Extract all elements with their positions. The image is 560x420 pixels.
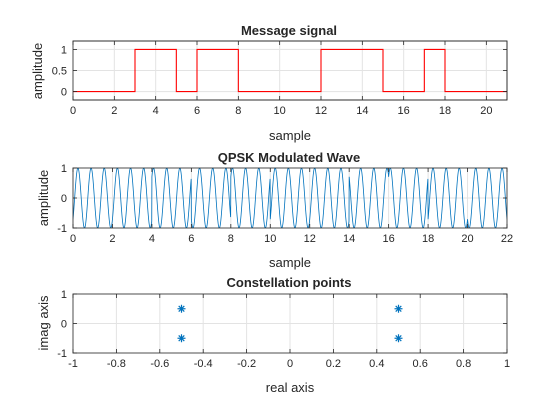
data-layer xyxy=(177,304,403,343)
plot-frame xyxy=(72,293,508,354)
x-tick-label: -1 xyxy=(68,358,78,370)
subplot-message-signal: Message signal 0 2 4 6 8 10 12 14 16 18 20 0 0.5 1 sa… xyxy=(30,23,508,143)
x-axis-label: sample xyxy=(269,255,311,270)
tick-layer: 0 2 4 6 8 10 12 14 16 18 20 22-101 xyxy=(57,163,513,245)
x-tick-label: 0 xyxy=(287,358,293,370)
y-axis-label: imag axis xyxy=(36,295,51,350)
y-tick-label: 0 xyxy=(61,87,67,99)
x-tick-label: 18 xyxy=(439,105,451,117)
x-tick-label: 8 xyxy=(235,105,241,117)
x-tick-label: 10 xyxy=(264,233,276,245)
x-tick-label: 14 xyxy=(343,233,355,245)
x-tick-label: 6 xyxy=(188,233,194,245)
subplot-qpsk-wave: QPSK Modulated Wave 0 2 4 6 8 10 12 14 16 18 20 22-… xyxy=(36,150,513,270)
subplot-title: QPSK Modulated Wave xyxy=(218,150,361,165)
y-tick-label: 1 xyxy=(61,163,67,175)
x-axis-label: sample xyxy=(269,128,311,143)
y-tick-label: 1 xyxy=(61,289,67,301)
x-tick-label: 2 xyxy=(111,105,117,117)
x-tick-label: -0.4 xyxy=(194,358,213,370)
constellation-point xyxy=(394,334,403,343)
x-tick-label: 0.6 xyxy=(413,358,428,370)
y-axis-label: amplitude xyxy=(36,170,51,226)
constellation-point xyxy=(177,304,186,313)
x-tick-label: 20 xyxy=(480,105,492,117)
x-tick-label: 22 xyxy=(501,233,513,245)
constellation-point xyxy=(394,304,403,313)
x-tick-label: 12 xyxy=(304,233,316,245)
plot-frame xyxy=(72,167,508,229)
x-tick-label: 2 xyxy=(109,233,115,245)
y-tick-label: 0 xyxy=(61,193,67,205)
x-tick-label: 16 xyxy=(383,233,395,245)
x-tick-label: 0.2 xyxy=(326,358,341,370)
y-tick-label: 0.5 xyxy=(52,66,67,78)
x-tick-label: 16 xyxy=(398,105,410,117)
x-tick-label: -0.6 xyxy=(150,358,169,370)
tick-layer: 0 2 4 6 8 10 12 14 16 18 20 0 0.5 1 xyxy=(52,41,507,117)
x-tick-label: 8 xyxy=(228,233,234,245)
x-tick-label: 0 xyxy=(70,105,76,117)
x-tick-label: 0.4 xyxy=(369,358,384,370)
plot-frame xyxy=(72,40,508,101)
x-tick-label: 20 xyxy=(461,233,473,245)
y-tick-label: -1 xyxy=(57,348,67,360)
subplot-constellation: Constellation points -1 -0.8 -0.6 -0.4 -0.2 0… xyxy=(36,275,510,395)
x-tick-label: 0 xyxy=(70,233,76,245)
x-tick-label: 10 xyxy=(274,105,286,117)
data-layer xyxy=(73,48,507,93)
x-tick-label: -0.8 xyxy=(107,358,126,370)
x-tick-label: 12 xyxy=(315,105,327,117)
x-tick-label: 6 xyxy=(194,105,200,117)
x-tick-label: 1 xyxy=(504,358,510,370)
constellation-point xyxy=(177,334,186,343)
subplot-title: Constellation points xyxy=(227,275,352,290)
y-tick-label: 0 xyxy=(61,319,67,331)
message-signal-line xyxy=(73,48,507,93)
data-layer xyxy=(73,168,507,228)
x-tick-label: 4 xyxy=(153,105,159,117)
qpsk-wave-line xyxy=(73,168,507,228)
x-tick-label: 14 xyxy=(356,105,368,117)
y-tick-label: 1 xyxy=(61,44,67,56)
y-axis-label: amplitude xyxy=(30,43,45,99)
x-tick-label: 0.8 xyxy=(456,358,471,370)
x-tick-label: 18 xyxy=(422,233,434,245)
x-tick-label: 4 xyxy=(149,233,155,245)
subplot-title: Message signal xyxy=(241,23,337,38)
x-axis-label: real axis xyxy=(266,380,315,395)
x-tick-label: -0.2 xyxy=(237,358,256,370)
y-tick-label: -1 xyxy=(57,223,67,235)
